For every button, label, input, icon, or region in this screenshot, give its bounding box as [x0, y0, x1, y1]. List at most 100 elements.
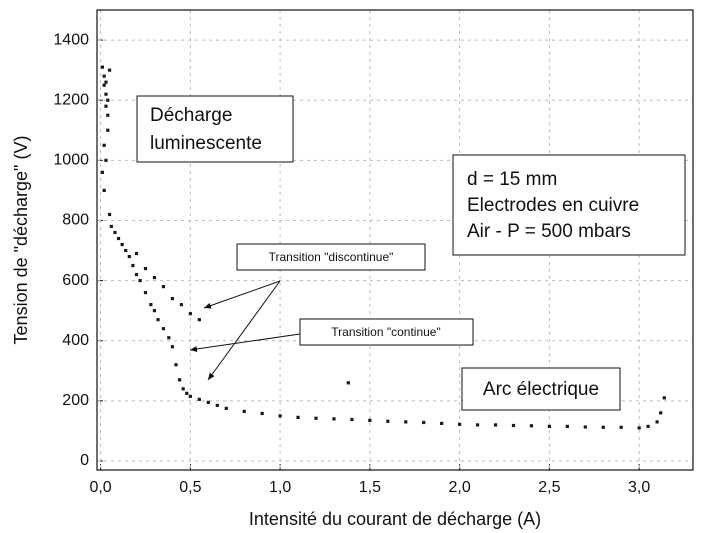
point — [156, 318, 160, 322]
point — [100, 65, 104, 69]
point — [206, 400, 210, 404]
point — [332, 417, 336, 421]
point — [181, 387, 185, 391]
point — [242, 409, 246, 413]
y-tick-label: 1200 — [53, 91, 89, 108]
point — [152, 275, 157, 280]
point — [143, 291, 148, 295]
point — [170, 345, 174, 349]
point — [188, 394, 192, 398]
y-tick-label: 1400 — [53, 31, 89, 48]
point — [547, 424, 551, 429]
point — [619, 425, 623, 429]
y-tick-label: 1000 — [53, 152, 89, 169]
annotation-box — [461, 367, 621, 411]
point — [659, 411, 663, 415]
y-axis-label: Tension de "décharge" (V) — [11, 136, 31, 345]
arrow — [207, 280, 281, 381]
point — [134, 272, 139, 277]
x-tick-label: 3,0 — [628, 479, 650, 496]
point — [386, 419, 390, 423]
point — [224, 406, 228, 410]
point — [131, 263, 135, 268]
point — [120, 242, 124, 247]
y-tick-label: 200 — [62, 392, 89, 409]
point — [127, 254, 131, 259]
point — [104, 158, 108, 162]
point — [102, 188, 106, 192]
point — [104, 104, 108, 108]
point — [106, 98, 110, 102]
point — [174, 363, 178, 367]
point — [138, 278, 142, 283]
annotation-box — [136, 95, 294, 163]
point — [161, 327, 166, 331]
plot-frame — [96, 9, 694, 471]
annotation: Air - P = 500 mbars — [467, 221, 631, 242]
annotation: Transition "continue" — [331, 325, 440, 339]
point — [529, 424, 534, 428]
point — [440, 421, 444, 425]
point — [104, 92, 108, 96]
point — [346, 381, 350, 385]
annotation-box — [452, 154, 686, 256]
point — [124, 248, 128, 253]
point — [106, 113, 110, 117]
point — [102, 83, 106, 87]
x-tick-label: 0,0 — [89, 479, 111, 496]
annotation: d = 15 mm — [467, 169, 557, 190]
annotation: luminescente — [150, 133, 262, 154]
arrow — [203, 280, 281, 309]
point — [104, 80, 108, 84]
x-axis-label: Intensité du courant de décharge (A) — [249, 509, 541, 529]
point — [134, 251, 139, 256]
point — [493, 423, 498, 427]
x-tick-label: 1,5 — [359, 479, 381, 496]
point — [278, 414, 282, 418]
annotation: Electrodes en cuivre — [467, 195, 639, 216]
point — [107, 68, 112, 72]
point — [197, 318, 201, 322]
annotation: Transition "discontinue" — [269, 250, 394, 264]
point — [475, 423, 480, 427]
point — [583, 425, 587, 429]
annotation-box — [299, 318, 474, 346]
point — [167, 336, 171, 340]
point — [422, 420, 426, 425]
point — [565, 424, 569, 429]
annotation: Arc électrique — [483, 379, 599, 400]
y-tick-label: 400 — [62, 332, 89, 349]
point — [179, 303, 183, 307]
point — [637, 426, 641, 430]
point — [314, 416, 318, 420]
point — [260, 411, 264, 416]
point — [197, 397, 201, 401]
point — [350, 417, 354, 422]
point — [113, 230, 117, 235]
annotation-box — [236, 243, 426, 271]
y-tick-label: 600 — [62, 272, 89, 289]
point — [102, 74, 106, 78]
point — [161, 285, 166, 289]
point — [662, 396, 666, 400]
x-tick-label: 1,0 — [269, 479, 291, 496]
point — [177, 378, 182, 382]
annotation: Décharge — [150, 105, 232, 126]
point — [655, 420, 659, 424]
point — [143, 266, 148, 271]
point — [458, 422, 462, 426]
point — [215, 403, 219, 407]
point — [511, 423, 516, 428]
point — [106, 128, 110, 132]
point — [116, 236, 121, 241]
point — [296, 415, 300, 419]
point — [102, 143, 106, 147]
x-tick-label: 0,5 — [179, 479, 201, 496]
point — [185, 391, 189, 395]
point — [100, 170, 104, 174]
point — [152, 309, 157, 313]
point — [368, 418, 372, 422]
point — [404, 420, 408, 424]
y-tick-label: 800 — [62, 212, 89, 229]
